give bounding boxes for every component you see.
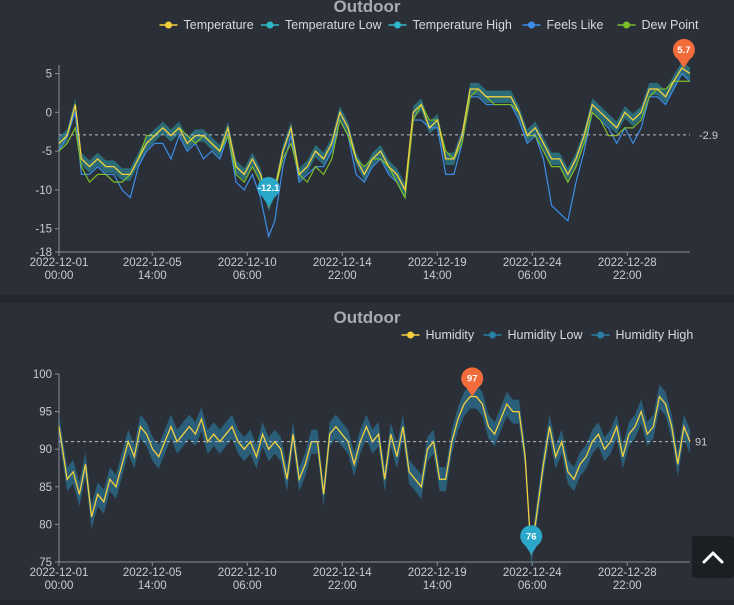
x-tick-label: 2022-12-05	[123, 257, 182, 269]
max-value-marker: 97	[461, 367, 484, 397]
legend-label: Humidity Low	[508, 328, 584, 342]
humidity-range-band	[59, 384, 690, 567]
legend-circle-icon	[407, 331, 414, 339]
y-tick-label: 95	[39, 407, 52, 419]
legend-circle-icon	[165, 21, 172, 29]
max-value-marker-label: 5.7	[677, 45, 690, 56]
max-value-marker-pin	[672, 38, 695, 69]
x-tick-label: 14:00	[138, 270, 167, 282]
legend-label: Temperature	[184, 18, 254, 32]
legend-item: Humidity	[401, 328, 475, 342]
x-tick-label: 2022-12-14	[313, 567, 372, 579]
average-reference-label: 91	[695, 437, 707, 449]
y-tick-label: -5	[42, 146, 52, 158]
x-tick-label: 2022-12-01	[30, 257, 89, 269]
x-tick-label: 06:00	[233, 580, 262, 592]
legend-label: Humidity High	[616, 328, 694, 342]
y-tick-label: -15	[35, 224, 52, 236]
legend-item: Temperature High	[388, 18, 512, 32]
legend-label: Dew Point	[642, 18, 699, 32]
y-tick-label: 5	[46, 69, 52, 81]
max-value-marker: 5.7	[672, 38, 695, 69]
x-tick-label: 2022-12-19	[408, 257, 467, 269]
y-tick-label: 90	[39, 444, 52, 456]
x-tick-label: 2022-12-28	[598, 257, 657, 269]
min-value-marker: 76	[520, 525, 543, 555]
x-tick-label: 22:00	[613, 270, 642, 282]
x-tick-label: 22:00	[328, 580, 357, 592]
x-tick-label: 14:00	[423, 580, 452, 592]
humidity-line	[58, 395, 691, 555]
x-tick-label: 00:00	[45, 580, 74, 592]
legend-label: Humidity	[426, 328, 475, 342]
temperature-chart-panel: Outdoor Temperature Temperature Low Temper…	[0, 0, 734, 295]
x-tick-label: 2022-12-24	[503, 567, 562, 579]
x-tick-label: 14:00	[423, 270, 452, 282]
legend-item: Temperature Low	[261, 18, 383, 32]
legend-item: Humidity High	[591, 328, 694, 342]
temperature-line	[58, 67, 691, 208]
legend-item: Humidity Low	[483, 328, 584, 342]
y-tick-label: -10	[35, 185, 52, 197]
x-tick-label: 00:00	[45, 270, 74, 282]
x-tick-label: 2022-12-10	[218, 567, 277, 579]
y-tick-label: -18	[35, 247, 52, 259]
x-tick-label: 22:00	[613, 580, 642, 592]
legend-circle-icon	[489, 331, 496, 339]
chevron-up-icon	[702, 551, 724, 564]
humidity-chart: Humidity Humidity Low Humidity High 100 95 90…	[30, 328, 708, 592]
temperature-range-band	[59, 61, 690, 212]
x-tick-label: 06:00	[518, 270, 547, 282]
x-tick-label: 2022-12-10	[218, 257, 277, 269]
legend-item: Temperature	[159, 18, 254, 32]
chart-title: Outdoor	[333, 308, 401, 327]
legend-circle-icon	[597, 331, 604, 339]
legend-circle-icon	[266, 21, 274, 29]
min-value-marker: -12.1	[257, 176, 280, 207]
humidity-chart-panel: Outdoor Humidity Humidity Low Humidity Hig…	[0, 303, 734, 600]
y-tick-label: 0	[46, 107, 52, 119]
legend-item: Dew Point	[617, 18, 699, 32]
x-tick-label: 2022-12-14	[313, 257, 372, 269]
min-value-marker-label: 76	[526, 531, 537, 542]
legend-label: Temperature Low	[285, 18, 383, 32]
scroll-to-top-button[interactable]	[692, 536, 734, 578]
x-tick-label: 06:00	[233, 270, 262, 282]
max-value-marker-pin	[461, 367, 484, 397]
y-tick-label: 85	[39, 482, 52, 494]
y-tick-label: 100	[33, 369, 52, 381]
min-value-marker-pin	[257, 176, 280, 207]
min-value-marker-label: -12.1	[258, 183, 280, 194]
legend-item: Feels Like	[522, 18, 604, 32]
x-tick-label: 2022-12-05	[123, 567, 182, 579]
x-tick-label: 06:00	[518, 580, 547, 592]
legend-label: Temperature High	[413, 18, 512, 32]
max-value-marker-label: 97	[467, 374, 478, 385]
legend-circle-icon	[623, 21, 630, 29]
x-tick-label: 22:00	[328, 270, 357, 282]
temperature-chart: Temperature Temperature Low Temperature Hi…	[30, 18, 718, 282]
y-tick-label: 75	[39, 557, 52, 569]
min-value-marker-pin	[520, 525, 543, 555]
x-tick-label: 2022-12-24	[503, 257, 562, 269]
x-tick-label: 2022-12-19	[408, 567, 467, 579]
feels-like-line	[58, 72, 691, 239]
y-tick-label: 80	[39, 519, 52, 531]
x-tick-label: 2022-12-01	[30, 567, 89, 579]
legend-circle-icon	[394, 21, 401, 29]
chart-title: Outdoor	[333, 0, 401, 16]
legend-label: Feels Like	[547, 18, 604, 32]
legend-circle-icon	[528, 21, 535, 29]
x-tick-label: 14:00	[138, 580, 167, 592]
average-reference-label: -2.9	[699, 130, 718, 142]
x-tick-label: 2022-12-28	[598, 567, 657, 579]
